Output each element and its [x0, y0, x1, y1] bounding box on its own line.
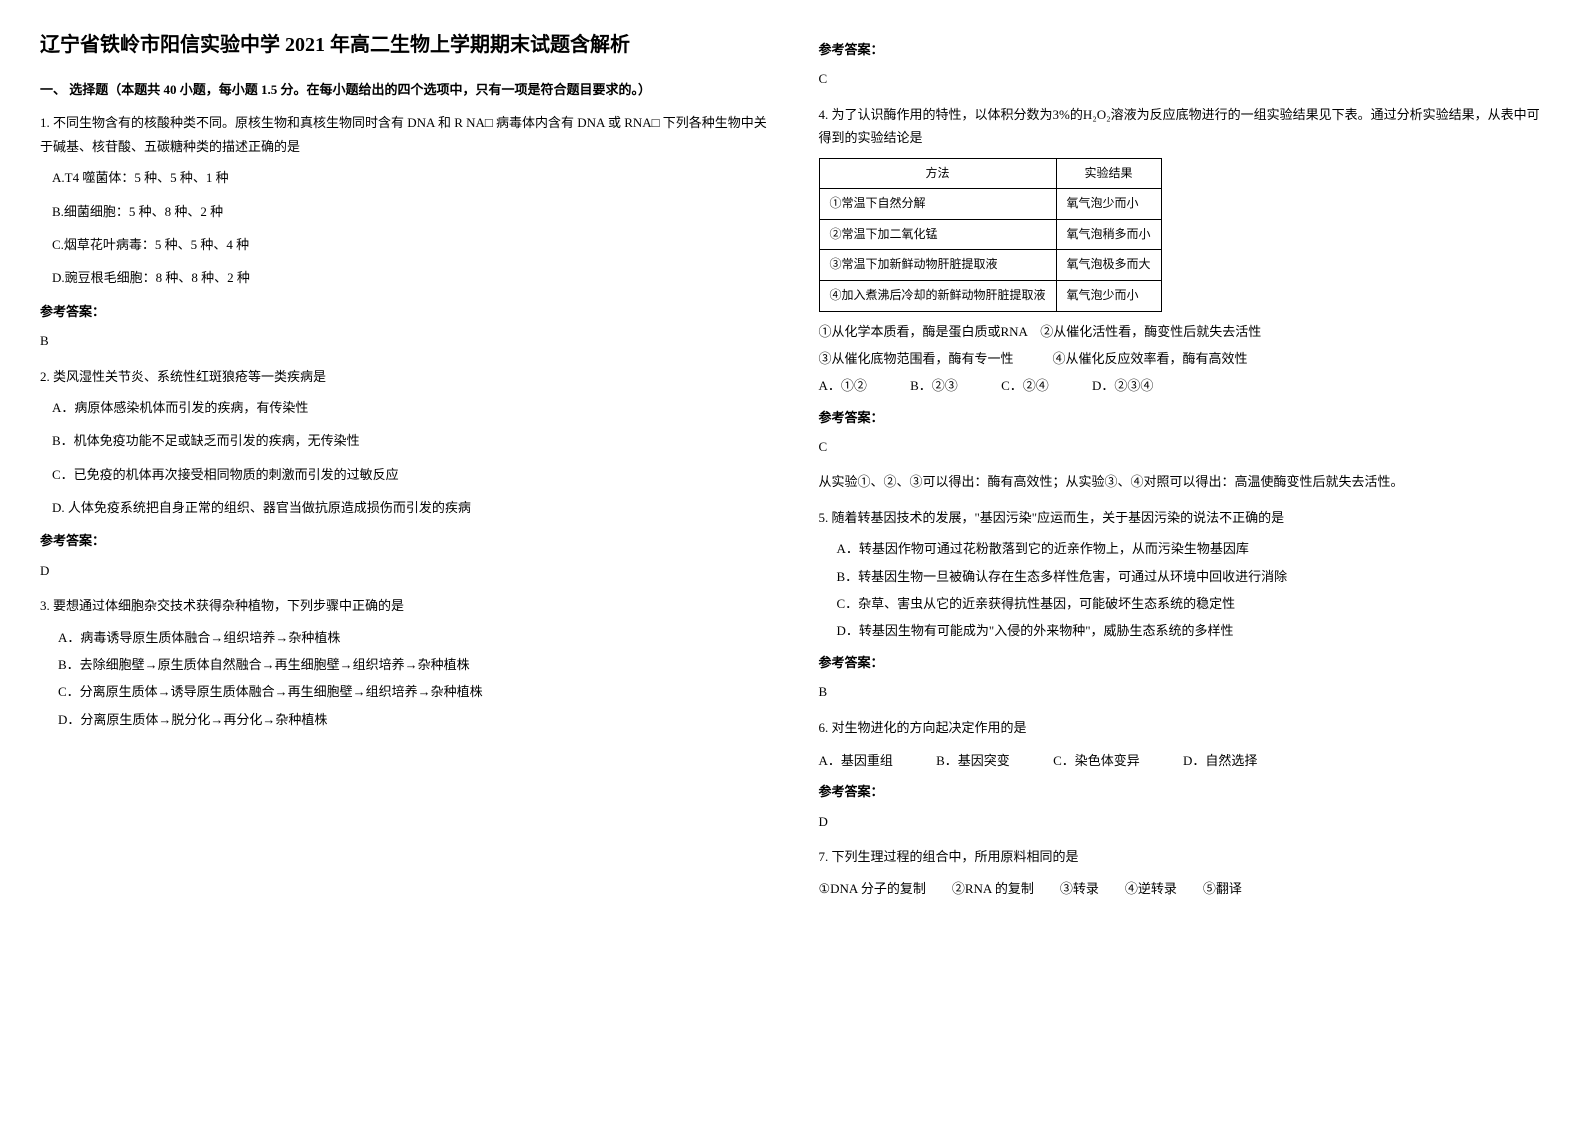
q2-option-a: A．病原体感染机体而引发的疾病，有传染性	[52, 396, 769, 419]
q5-option-b: B．转基因生物一旦被确认存在生态多样性危害，可通过从环境中回收进行消除	[837, 565, 1548, 588]
q3-text: 3. 要想通过体细胞杂交技术获得杂种植物，下列步骤中正确的是	[40, 594, 769, 617]
q4-explanation: 从实验①、②、③可以得出：酶有高效性；从实验③、④对照可以得出：高温使酶变性后就…	[819, 470, 1548, 493]
q5-text: 5. 随着转基因技术的发展，"基因污染"应运而生，关于基因污染的说法不正确的是	[819, 506, 1548, 529]
q4-option-d: D．②③④	[1092, 374, 1153, 397]
q1-answer-label: 参考答案：	[40, 300, 769, 323]
question-3: 3. 要想通过体细胞杂交技术获得杂种植物，下列步骤中正确的是 A．病毒诱导原生质…	[40, 594, 769, 731]
q3-option-a: A．病毒诱导原生质体融合→组织培养→杂种植株	[58, 626, 769, 649]
q2-answer: D	[40, 559, 769, 582]
q5-answer-label: 参考答案：	[819, 651, 1548, 674]
q4-th-result: 实验结果	[1056, 158, 1161, 189]
exam-title: 辽宁省铁岭市阳信实验中学 2021 年高二生物上学期期末试题含解析	[40, 30, 769, 60]
q4-text: 4. 为了认识酶作用的特性，以体积分数为3%的H₂O₂溶液为反应底物进行的一组实…	[819, 103, 1548, 150]
q6-option-a: A．基因重组	[819, 749, 893, 772]
q3-option-c: C．分离原生质体→诱导原生质体融合→再生细胞壁→组织培养→杂种植株	[58, 680, 769, 703]
q7-text: 7. 下列生理过程的组合中，所用原料相同的是	[819, 845, 1548, 868]
q2-option-c: C．已免疫的机体再次接受相同物质的刺激而引发的过敏反应	[52, 463, 769, 486]
q1-option-a: A.T4 噬菌体：5 种、5 种、1 种	[52, 166, 769, 189]
q4-r1c2: 氧气泡少而小	[1056, 189, 1161, 220]
q3-option-b: B．去除细胞壁→原生质体自然融合→再生细胞壁→组织培养→杂种植株	[58, 653, 769, 676]
q6-option-d: D．自然选择	[1183, 749, 1257, 772]
q5-option-c: C．杂草、害虫从它的近亲获得抗性基因，可能破坏生态系统的稳定性	[837, 592, 1548, 615]
q1-option-b: B.细菌细胞：5 种、8 种、2 种	[52, 200, 769, 223]
q4-r4c2: 氧气泡少而小	[1056, 280, 1161, 311]
q5-answer: B	[819, 680, 1548, 703]
q4-r2c2: 氧气泡稍多而小	[1056, 219, 1161, 250]
q4-th-method: 方法	[819, 158, 1056, 189]
q4-statements-2: ③从催化底物范围看，酶有专一性 ④从催化反应效率看，酶有高效性	[819, 347, 1548, 370]
q4-r3c1: ③常温下加新鲜动物肝脏提取液	[819, 250, 1056, 281]
q6-text: 6. 对生物进化的方向起决定作用的是	[819, 716, 1548, 739]
q5-option-d: D．转基因生物有可能成为"入侵的外来物种"，威胁生态系统的多样性	[837, 619, 1548, 642]
q4-option-a: A．①②	[819, 374, 867, 397]
q4-option-c: C．②④	[1001, 374, 1049, 397]
q4-r4c1: ④加入煮沸后冷却的新鲜动物肝脏提取液	[819, 280, 1056, 311]
q4-r1c1: ①常温下自然分解	[819, 189, 1056, 220]
q4-answer-label: 参考答案：	[819, 406, 1548, 429]
section-header: 一、 选择题（本题共 40 小题，每小题 1.5 分。在每小题给出的四个选项中，…	[40, 78, 769, 101]
q6-option-c: C．染色体变异	[1053, 749, 1140, 772]
q1-option-d: D.豌豆根毛细胞：8 种、8 种、2 种	[52, 266, 769, 289]
q3-answer: C	[819, 67, 1548, 90]
question-2: 2. 类风湿性关节炎、系统性红斑狼疮等一类疾病是 A．病原体感染机体而引发的疾病…	[40, 365, 769, 583]
q6-option-b: B．基因突变	[936, 749, 1010, 772]
q4-r3c2: 氧气泡极多而大	[1056, 250, 1161, 281]
q7-items: ①DNA 分子的复制 ②RNA 的复制 ③转录 ④逆转录 ⑤翻译	[819, 877, 1548, 900]
question-5: 5. 随着转基因技术的发展，"基因污染"应运而生，关于基因污染的说法不正确的是 …	[819, 506, 1548, 704]
q1-answer: B	[40, 329, 769, 352]
q4-answer: C	[819, 435, 1548, 458]
q4-statements-1: ①从化学本质看，酶是蛋白质或RNA ②从催化活性看，酶变性后就失去活性	[819, 320, 1548, 343]
q4-option-b: B．②③	[910, 374, 958, 397]
q2-option-b: B．机体免疫功能不足或缺乏而引发的疾病，无传染性	[52, 429, 769, 452]
q6-answer: D	[819, 810, 1548, 833]
q2-text: 2. 类风湿性关节炎、系统性红斑狼疮等一类疾病是	[40, 365, 769, 388]
question-1: 1. 不同生物含有的核酸种类不同。原核生物和真核生物同时含有 DNA 和 R N…	[40, 111, 769, 352]
q2-option-d: D. 人体免疫系统把自身正常的组织、器官当做抗原造成损伤而引发的疾病	[52, 496, 769, 519]
q2-answer-label: 参考答案：	[40, 529, 769, 552]
question-6: 6. 对生物进化的方向起决定作用的是 A．基因重组 B．基因突变 C．染色体变异…	[819, 716, 1548, 834]
q4-table: 方法 实验结果 ①常温下自然分解 氧气泡少而小 ②常温下加二氧化锰 氧气泡稍多而…	[819, 158, 1162, 312]
question-4: 4. 为了认识酶作用的特性，以体积分数为3%的H₂O₂溶液为反应底物进行的一组实…	[819, 103, 1548, 494]
q1-text: 1. 不同生物含有的核酸种类不同。原核生物和真核生物同时含有 DNA 和 R N…	[40, 111, 769, 158]
q3-option-d: D．分离原生质体→脱分化→再分化→杂种植株	[58, 708, 769, 731]
q3-answer-label: 参考答案：	[819, 38, 1548, 61]
q6-answer-label: 参考答案：	[819, 780, 1548, 803]
q4-r2c1: ②常温下加二氧化锰	[819, 219, 1056, 250]
question-7: 7. 下列生理过程的组合中，所用原料相同的是 ①DNA 分子的复制 ②RNA 的…	[819, 845, 1548, 900]
q5-option-a: A．转基因作物可通过花粉散落到它的近亲作物上，从而污染生物基因库	[837, 537, 1548, 560]
q1-option-c: C.烟草花叶病毒：5 种、5 种、4 种	[52, 233, 769, 256]
